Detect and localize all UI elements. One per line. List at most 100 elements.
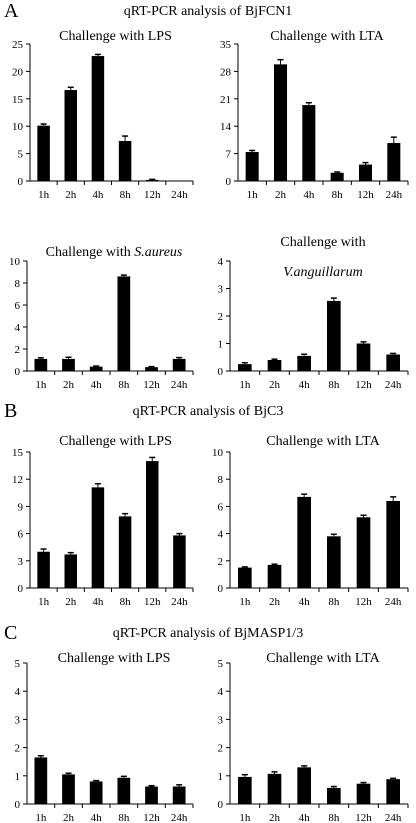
y-tick-label: 9 (18, 501, 24, 513)
bar (145, 367, 158, 371)
x-tick-label: 2h (275, 189, 287, 201)
x-tick-label: 12h (355, 596, 372, 608)
y-tick-label: 0 (218, 583, 224, 595)
y-tick-label: 2 (15, 344, 21, 356)
x-tick-label: 1h (38, 596, 50, 608)
y-tick-label: 2 (218, 743, 224, 755)
panel-letter-b: B (4, 400, 18, 422)
y-tick-label: 4 (15, 322, 21, 334)
y-tick-label: 2 (218, 311, 224, 323)
x-tick-label: 8h (332, 189, 344, 201)
chart-5: Challenge with LTA 0 2 4 6 8 10 1h 2h 4h 8h 12h 24h (212, 434, 409, 608)
bar (37, 125, 50, 181)
x-tick-label: 12h (355, 379, 372, 391)
y-tick-label: 0 (18, 176, 24, 188)
bar (273, 64, 288, 181)
bar (387, 143, 401, 181)
x-tick-label: 4h (92, 596, 104, 608)
y-tick-label: 0 (18, 583, 24, 595)
chart-title-part: Challenge with (46, 245, 135, 260)
bar (327, 536, 341, 588)
panel-title-a: qRT-PCR analysis of BjFCN1 (123, 4, 293, 19)
x-tick-label: 24h (171, 812, 188, 823)
y-tick-label: 1 (218, 771, 224, 783)
bar (297, 355, 311, 371)
x-tick-label: 1h (239, 379, 251, 391)
y-tick-label: 8 (15, 278, 21, 290)
bar (146, 179, 159, 181)
x-tick-label: 24h (385, 596, 402, 608)
chart-0: Challenge with LPS 0 5 10 15 20 25 1h 2h 4h 8h 12h 2… (12, 29, 194, 201)
y-tick-label: 0 (226, 176, 232, 188)
bar (62, 774, 75, 804)
y-tick-label: 3 (15, 714, 21, 726)
x-tick-label: 12h (144, 596, 161, 608)
chart-4: Challenge with LPS 0 3 6 9 12 15 1h 2h 4h 8h 12h 24h (12, 434, 194, 608)
bar (330, 172, 344, 181)
x-tick-label: 1h (239, 596, 251, 608)
x-tick-label: 1h (35, 379, 47, 391)
x-tick-label: 8h (120, 596, 132, 608)
x-tick-label: 24h (386, 189, 403, 201)
chart-title: Challenge with S.aureus (46, 245, 183, 260)
panel-letter-a: A (4, 0, 19, 22)
y-tick-label: 6 (15, 300, 21, 312)
y-tick-label: 5 (18, 149, 24, 161)
bar (356, 343, 371, 371)
bar (172, 358, 186, 371)
y-tick-label: 4 (218, 529, 224, 541)
x-tick-label: 1h (38, 189, 50, 201)
y-tick-label: 7 (226, 149, 232, 161)
chart-title-part: S.aureus (134, 245, 183, 260)
chart-title: Challenge with LPS (58, 651, 171, 666)
y-tick-label: 4 (218, 256, 224, 268)
bar (118, 516, 132, 588)
y-tick-label: 1 (15, 771, 21, 783)
x-tick-label: 4h (299, 812, 311, 823)
bar (238, 364, 252, 371)
bar (327, 787, 341, 804)
bar (64, 554, 77, 588)
x-tick-label: 4h (91, 812, 103, 823)
x-tick-label: 4h (303, 189, 315, 201)
y-tick-label: 3 (218, 714, 224, 726)
chart-title-part: Challenge with LTA (270, 29, 384, 44)
y-tick-label: 0 (218, 799, 224, 811)
y-tick-label: 3 (18, 556, 24, 568)
bar (356, 517, 371, 588)
y-tick-label: 12 (12, 474, 23, 486)
x-tick-label: 8h (120, 189, 132, 201)
bar (302, 105, 316, 181)
y-tick-label: 2 (15, 743, 21, 755)
bar (386, 500, 400, 588)
chart-2: Challenge with S.aureus 0 2 4 6 8 10 1h 2h 4h 8h 12… (9, 245, 194, 391)
x-tick-label: 12h (143, 812, 160, 823)
y-tick-label: 28 (220, 66, 232, 78)
bar (89, 781, 103, 804)
x-tick-label: 2h (269, 812, 281, 823)
chart-title-part: Challenge with LTA (266, 651, 380, 666)
bar (145, 786, 158, 804)
y-tick-label: 5 (218, 658, 224, 670)
panel-title-b: qRT-PCR analysis of BjC3 (132, 404, 284, 419)
x-tick-label: 1h (35, 812, 47, 823)
x-tick-label: 12h (357, 189, 374, 201)
chart-1: Challenge with LTA 0 7 14 21 28 35 1h 2h 4h 8h 12h 2… (220, 29, 409, 201)
bar (91, 487, 105, 588)
x-tick-label: 12h (355, 812, 372, 823)
bar (118, 140, 132, 181)
y-tick-label: 10 (12, 121, 24, 133)
chart-7: Challenge with LTA 0 1 2 3 4 5 1h 2h 4h 8h 12h 24h (218, 651, 409, 823)
chart-3: Challenge with V.anguillarum 0 1 2 3 4 1h 2h 4h 8h… (218, 235, 409, 391)
y-tick-label: 21 (220, 94, 231, 106)
x-tick-label: 2h (269, 596, 281, 608)
y-tick-label: 35 (220, 39, 232, 51)
y-tick-label: 0 (15, 366, 21, 378)
chart-title-part: Challenge with LTA (266, 434, 380, 449)
bar (386, 779, 400, 804)
x-tick-label: 1h (239, 812, 251, 823)
x-tick-label: 8h (328, 379, 340, 391)
y-tick-label: 10 (9, 256, 21, 268)
y-tick-label: 10 (212, 447, 224, 459)
bar (245, 152, 259, 181)
